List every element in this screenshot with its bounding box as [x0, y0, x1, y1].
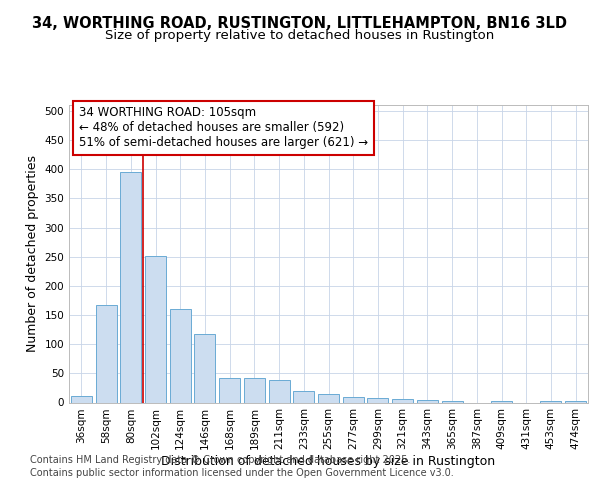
- Bar: [417, 400, 438, 402]
- Bar: [194, 334, 215, 402]
- X-axis label: Distribution of detached houses by size in Rustington: Distribution of detached houses by size …: [161, 455, 496, 468]
- Bar: [318, 394, 339, 402]
- Bar: [145, 256, 166, 402]
- Bar: [367, 398, 388, 402]
- Bar: [343, 396, 364, 402]
- Bar: [269, 380, 290, 402]
- Bar: [293, 392, 314, 402]
- Bar: [95, 304, 116, 402]
- Bar: [219, 378, 240, 402]
- Bar: [442, 401, 463, 402]
- Bar: [170, 309, 191, 402]
- Text: Contains public sector information licensed under the Open Government Licence v3: Contains public sector information licen…: [30, 468, 454, 477]
- Text: 34, WORTHING ROAD, RUSTINGTON, LITTLEHAMPTON, BN16 3LD: 34, WORTHING ROAD, RUSTINGTON, LITTLEHAM…: [32, 16, 568, 31]
- Text: 34 WORTHING ROAD: 105sqm
← 48% of detached houses are smaller (592)
51% of semi-: 34 WORTHING ROAD: 105sqm ← 48% of detach…: [79, 106, 368, 150]
- Text: Size of property relative to detached houses in Rustington: Size of property relative to detached ho…: [106, 29, 494, 42]
- Bar: [392, 399, 413, 402]
- Text: Contains HM Land Registry data © Crown copyright and database right 2025.: Contains HM Land Registry data © Crown c…: [30, 455, 410, 465]
- Y-axis label: Number of detached properties: Number of detached properties: [26, 155, 39, 352]
- Bar: [120, 172, 141, 402]
- Bar: [71, 396, 92, 402]
- Bar: [491, 401, 512, 402]
- Bar: [244, 378, 265, 402]
